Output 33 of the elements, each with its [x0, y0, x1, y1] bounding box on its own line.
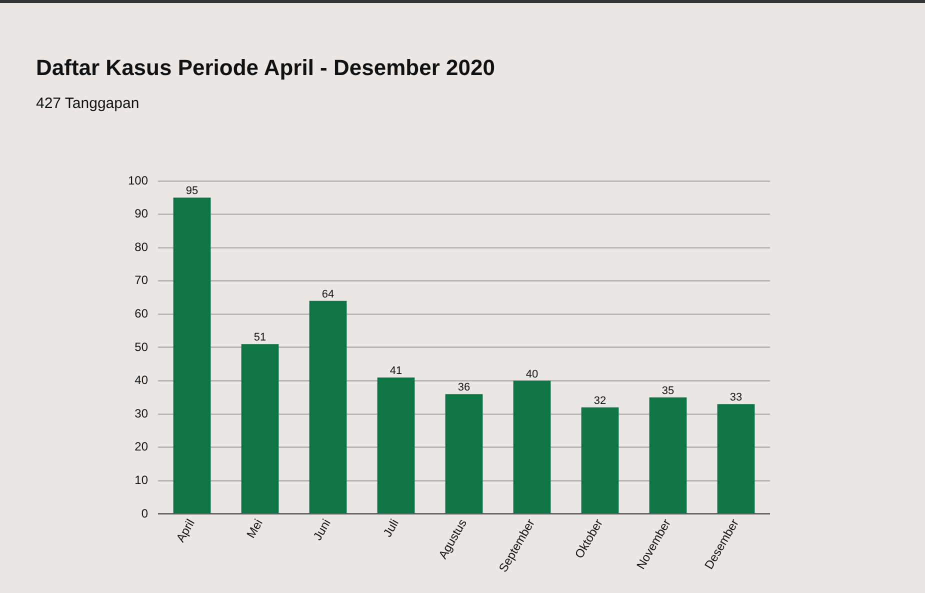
- bar: [513, 380, 551, 514]
- y-tick-label: 0: [141, 506, 148, 520]
- bar: [377, 377, 415, 514]
- bar: [649, 397, 687, 514]
- y-tick-label: 90: [134, 206, 148, 221]
- y-tick-label: 30: [134, 406, 148, 420]
- y-tick-label: 70: [134, 273, 148, 288]
- data-label: 35: [662, 384, 674, 397]
- chart-subtitle: 427 Tanggapan: [36, 95, 140, 112]
- data-label: 32: [594, 394, 606, 407]
- y-tick-label: 50: [134, 340, 148, 354]
- bar: [445, 394, 483, 514]
- data-label: 95: [186, 185, 198, 198]
- y-tick-label: 80: [134, 240, 148, 254]
- x-tick-label: Mei: [244, 516, 266, 540]
- y-tick-label: 60: [134, 306, 148, 320]
- y-tick-label: 20: [134, 440, 148, 454]
- x-tick-label: Juli: [380, 516, 402, 540]
- bar: [581, 407, 619, 514]
- data-label: 64: [322, 288, 334, 300]
- data-label: 33: [730, 392, 742, 404]
- y-tick-label: 40: [134, 373, 148, 388]
- bar: [717, 404, 755, 514]
- data-label: 36: [458, 382, 470, 394]
- bar: [173, 198, 211, 514]
- data-label: 41: [390, 364, 402, 377]
- y-tick-label: 100: [128, 173, 148, 188]
- data-label: 40: [526, 368, 538, 380]
- bar: [241, 344, 279, 514]
- bar: [309, 300, 347, 514]
- data-label: 51: [254, 332, 266, 344]
- y-tick-label: 10: [134, 472, 148, 487]
- chart-title: Daftar Kasus Periode April - Desember 2020: [36, 55, 495, 81]
